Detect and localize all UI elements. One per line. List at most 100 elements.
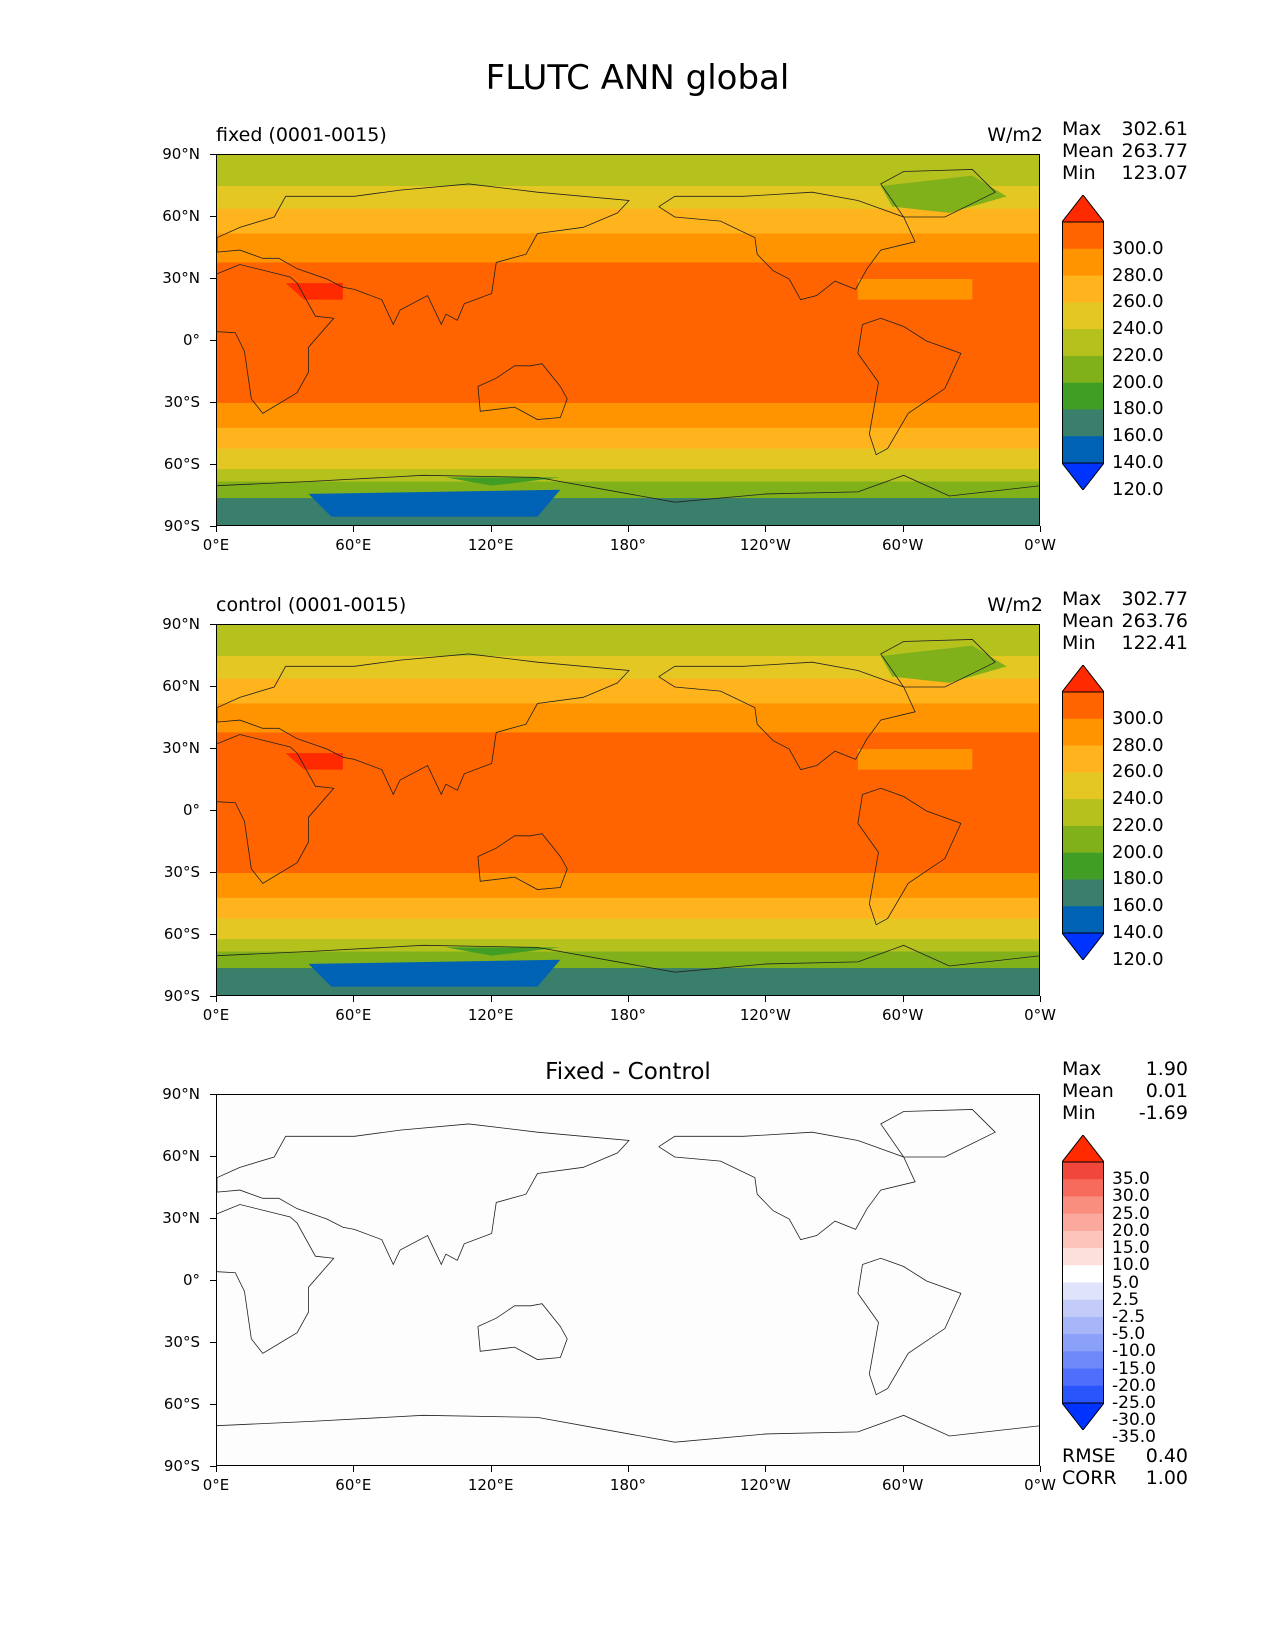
colorbar	[1062, 665, 1104, 960]
y-tick	[210, 1156, 216, 1157]
colorbar-tick-label: 2.5	[1112, 1289, 1140, 1310]
panel-units: W/m2	[987, 124, 1043, 146]
coastline	[658, 1131, 916, 1241]
x-tick	[490, 996, 492, 1002]
stat-value: 1.00	[1145, 1467, 1188, 1489]
y-tick-label: 90°N	[162, 145, 200, 163]
map-fixed	[216, 154, 1040, 526]
panel-units: W/m2	[987, 594, 1043, 616]
y-tick-label: 30°N	[162, 739, 200, 757]
y-tick	[210, 1218, 216, 1219]
colorbar-outline	[1062, 1161, 1104, 1404]
coastline	[857, 317, 962, 456]
contour-patch	[445, 477, 561, 486]
colorbar-swatch	[1062, 1351, 1104, 1370]
colorbar-swatch	[1062, 248, 1104, 277]
contour-band	[217, 448, 1039, 470]
colorbar-tick-label: 15.0	[1112, 1238, 1150, 1259]
colorbar-tick-label: 180.0	[1112, 398, 1164, 420]
contour-patch	[880, 645, 1007, 683]
contour-band	[217, 208, 1039, 235]
x-tick-label: 180°	[609, 536, 647, 554]
coastline	[857, 1257, 962, 1396]
y-tick	[210, 216, 216, 217]
coastline	[217, 1414, 1039, 1443]
x-tick-label: 60°E	[335, 1006, 372, 1024]
y-tick	[210, 1466, 216, 1467]
colorbar-tick-label: 160.0	[1112, 425, 1164, 447]
stat-label: Max	[1062, 588, 1102, 610]
contour-band	[217, 155, 1039, 187]
coastline	[880, 639, 996, 688]
contour-patch	[857, 279, 973, 300]
y-tick-label: 0°	[182, 801, 200, 819]
x-tick-label: 60°E	[335, 536, 372, 554]
x-tick	[216, 526, 217, 532]
x-tick	[765, 1466, 767, 1472]
colorbar-tick-label: -25.0	[1112, 1393, 1156, 1413]
stat-label: RMSE	[1062, 1445, 1116, 1467]
stat-value: 263.77	[1121, 140, 1188, 162]
colorbar-swatch	[1062, 1368, 1104, 1387]
colorbar-tick-label: 140.0	[1112, 452, 1164, 473]
contour-band	[217, 939, 1039, 953]
coastline	[477, 1303, 568, 1360]
colorbar-tick-label: 220.0	[1112, 344, 1164, 366]
y-tick	[210, 526, 216, 527]
colorbar	[1062, 195, 1104, 490]
colorbar-tick-label: -2.5	[1112, 1306, 1146, 1327]
colorbar-swatch	[1062, 1230, 1104, 1249]
colorbar-extend-max	[1062, 1135, 1104, 1163]
colorbar-swatch	[1062, 772, 1104, 800]
y-tick	[210, 996, 216, 997]
x-tick-label: 60°E	[335, 1476, 372, 1494]
x-tick	[1040, 1466, 1041, 1472]
contour-band	[217, 678, 1039, 705]
x-tick-label: 0°E	[202, 1476, 230, 1494]
coastline	[880, 1109, 996, 1158]
contour-band	[217, 186, 1039, 210]
x-tick-label: 0°W	[1024, 1476, 1056, 1494]
colorbar-tick-label: 30.0	[1112, 1186, 1150, 1207]
coastline	[477, 363, 568, 420]
stat-label: Min	[1062, 162, 1096, 184]
x-tick-label: 60°W	[881, 1006, 924, 1024]
colorbar-swatch	[1062, 1299, 1104, 1318]
contour-band	[217, 918, 1039, 940]
x-tick-label: 120°W	[739, 1476, 791, 1494]
colorbar-swatch	[1062, 1162, 1104, 1180]
y-tick-label: 60°N	[162, 1147, 200, 1165]
colorbar-tick-label: 5.0	[1112, 1272, 1140, 1293]
colorbar-tick-label: 10.0	[1112, 1255, 1150, 1276]
y-tick-label: 60°N	[162, 677, 200, 695]
colorbar-swatch	[1062, 409, 1104, 437]
x-tick-label: 120°E	[467, 1476, 514, 1494]
colorbar-swatch	[1062, 1248, 1104, 1266]
x-tick-label: 120°W	[739, 536, 791, 554]
x-tick-label: 0°W	[1024, 536, 1056, 554]
y-tick	[210, 624, 216, 625]
x-tick	[1040, 996, 1041, 1002]
coastline	[477, 833, 568, 890]
x-tick	[216, 996, 217, 1002]
y-tick	[210, 810, 216, 811]
colorbar-swatch	[1062, 718, 1104, 747]
x-tick-label: 180°	[609, 1006, 647, 1024]
x-tick-label: 60°W	[881, 1476, 924, 1494]
contour-patch	[285, 753, 343, 770]
footer-stats: RMSE 0.40 CORR 1.00	[1062, 1445, 1188, 1489]
map-difference	[216, 1094, 1040, 1466]
coastline	[880, 169, 996, 218]
colorbar-tick-label: 280.0	[1112, 734, 1164, 756]
stats-box: Max 1.90 Mean 0.01 Min -1.69	[1062, 1058, 1188, 1124]
colorbar-swatch	[1062, 1196, 1104, 1215]
contour-patch	[880, 175, 1007, 213]
colorbar-swatch	[1062, 825, 1104, 854]
colorbar-tick-label: -15.0	[1112, 1358, 1156, 1379]
colorbar-swatch	[1062, 1213, 1104, 1232]
x-tick	[353, 996, 355, 1002]
x-tick	[353, 1466, 355, 1472]
colorbar-extend-min	[1062, 1402, 1104, 1430]
colorbar-tick-label: 25.0	[1112, 1203, 1150, 1224]
colorbar-extend-min	[1062, 932, 1104, 960]
